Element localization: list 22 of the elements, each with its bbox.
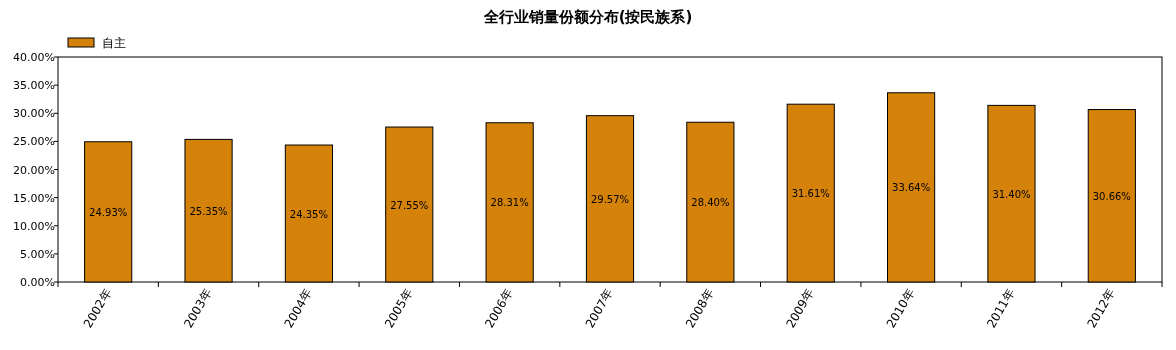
y-tick-label: 0.00% (20, 276, 55, 289)
data-label: 27.55% (390, 199, 429, 211)
y-tick-label: 20.00% (13, 163, 55, 177)
data-label: 24.35% (289, 208, 328, 220)
y-tick-label: 35.00% (13, 79, 55, 93)
y-tick-label: 25.00% (13, 135, 55, 149)
y-tick-label: 40.00% (13, 51, 55, 64)
y-tick-label: 30.00% (13, 107, 55, 121)
legend-label: 自主 (102, 36, 126, 50)
data-label: 28.31% (490, 197, 529, 209)
data-label: 24.93% (89, 206, 128, 218)
data-label: 30.66% (1092, 190, 1131, 202)
y-tick-label: 10.00% (13, 219, 55, 233)
data-label: 33.64% (892, 182, 931, 194)
chart-title: 全行业销量份额分布(按民族系) (482, 8, 693, 26)
data-label: 31.40% (992, 188, 1031, 200)
data-label: 29.57% (590, 193, 630, 205)
data-label: 25.35% (189, 205, 228, 217)
data-label: 31.61% (791, 188, 830, 200)
data-label: 28.40% (691, 197, 730, 209)
y-tick-label: 15.00% (13, 191, 55, 205)
y-tick-label: 5.00% (20, 247, 55, 261)
